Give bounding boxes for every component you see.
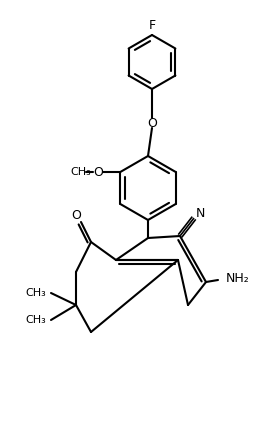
Text: O: O: [71, 208, 81, 221]
Text: CH₃: CH₃: [26, 288, 46, 298]
Text: CH₃: CH₃: [26, 315, 46, 325]
Text: O: O: [93, 165, 103, 178]
Text: NH₂: NH₂: [226, 271, 250, 284]
Text: F: F: [148, 18, 156, 31]
Text: N: N: [195, 207, 205, 220]
Text: CH₃: CH₃: [70, 167, 91, 177]
Text: O: O: [147, 116, 157, 129]
